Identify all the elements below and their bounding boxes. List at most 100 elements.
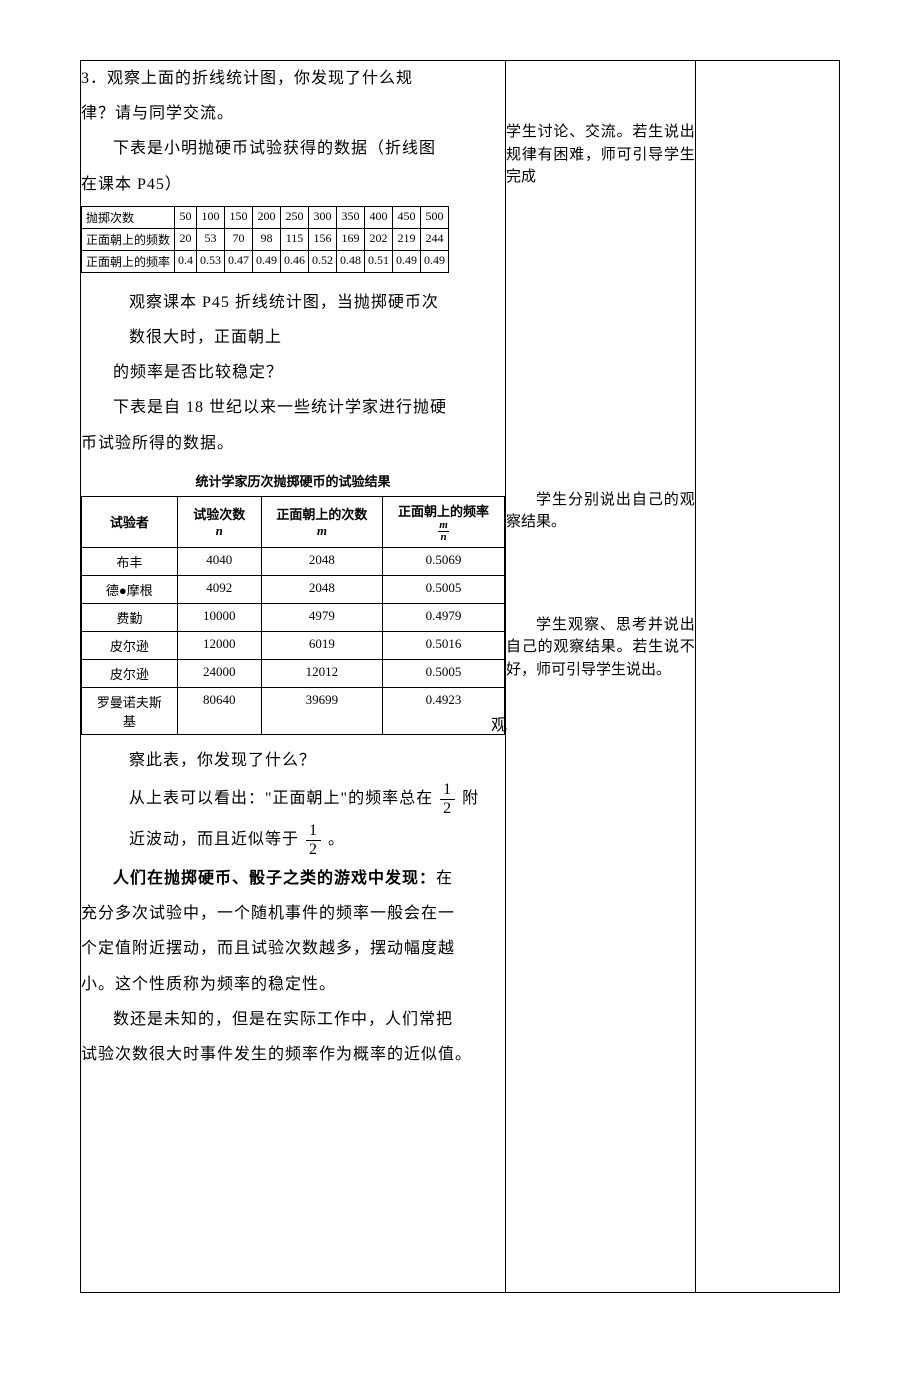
cell: 500 xyxy=(421,206,449,228)
table-row: 费勤 10000 4979 0.4979 xyxy=(82,603,505,631)
table2-caption: 统计学家历次抛掷硬币的试验结果 xyxy=(81,471,505,490)
cell: 219 xyxy=(393,228,421,250)
cell: 70 xyxy=(225,228,253,250)
table-row: 德●摩根 4092 2048 0.5005 xyxy=(82,575,505,603)
table-row: 罗曼诺夫斯基 80640 39699 0.4923 xyxy=(82,687,505,734)
cell: 0.48 xyxy=(337,250,365,272)
cell: 0.51 xyxy=(365,250,393,272)
cell: 0.49 xyxy=(421,250,449,272)
conclusion-2: 近波动，而且近似等于 1 2 。 xyxy=(81,819,505,861)
observation-text: 观察课本 P45 折线统计图，当抛掷硬币次 数很大时，正面朝上 xyxy=(81,285,505,355)
teacher-notes-cell: 学生讨论、交流。若生说出规律有困难，师可引导学生完成 学生分别说出自己的观察结果… xyxy=(506,61,696,1293)
note-2: 学生分别说出自己的观察结果。 xyxy=(506,489,695,534)
table-row: 正面朝上的频数 20 53 70 98 115 156 169 202 219 … xyxy=(82,228,449,250)
obs-question: 察此表，你发现了什么？ xyxy=(81,743,505,778)
p1c: 个定值附近摆动，而且试验次数越多，摆动幅度越 xyxy=(81,931,505,966)
cell: 皮尔逊 xyxy=(82,659,178,687)
p1b: 充分多次试验中，一个随机事件的频率一般会在一 xyxy=(81,896,505,931)
bold-lead-in: 人们在抛掷硬币、骰子之类的游戏中发现： xyxy=(113,870,436,887)
trailing-char-guan: 观 xyxy=(491,711,507,735)
cell: 4092 xyxy=(177,575,261,603)
cell: 0.4979 xyxy=(383,603,505,631)
cell: 80640 xyxy=(177,687,261,734)
cell: 2048 xyxy=(261,547,382,575)
cell: 156 xyxy=(309,228,337,250)
cell: 2048 xyxy=(261,575,382,603)
intro-line1: 下表是小明抛硬币试验获得的数据（折线图 xyxy=(113,140,436,157)
rowhead-throws: 抛掷次数 xyxy=(82,206,175,228)
cell: 0.47 xyxy=(225,250,253,272)
cell: 20 xyxy=(175,228,197,250)
hist-line1: 下表是自 18 世纪以来一些统计学家进行抛硬 xyxy=(113,399,447,416)
cell: 费勤 xyxy=(82,603,178,631)
cell: 169 xyxy=(337,228,365,250)
cell: 100 xyxy=(197,206,225,228)
table-row: 试验者 试验次数 n 正面朝上的次数 m 正面朝上的频率 m n xyxy=(82,496,505,547)
cell: 244 xyxy=(421,228,449,250)
col-header-m: 正面朝上的次数 m xyxy=(261,496,382,547)
cell: 4040 xyxy=(177,547,261,575)
fraction-one-half-icon: 1 2 xyxy=(306,823,321,858)
cell: 115 xyxy=(281,228,309,250)
cell: 450 xyxy=(393,206,421,228)
cell: 布丰 xyxy=(82,547,178,575)
cell: 皮尔逊 xyxy=(82,631,178,659)
page: 3．观察上面的折线统计图，你发现了什么规 律？请与同学交流。 下表是小明抛硬币试… xyxy=(0,0,920,1373)
q3-line1: 3．观察上面的折线统计图，你发现了什么规 xyxy=(81,70,413,87)
statisticians-table: 试验者 试验次数 n 正面朝上的次数 m 正面朝上的频率 m n 布丰 4040… xyxy=(81,496,505,735)
fraction-one-half-icon: 1 2 xyxy=(440,782,455,817)
cell: 98 xyxy=(253,228,281,250)
col-header-freq: 正面朝上的频率 m n xyxy=(383,496,505,547)
cell: 350 xyxy=(337,206,365,228)
table-row: 抛掷次数 50 100 150 200 250 300 350 400 450 … xyxy=(82,206,449,228)
p1d: 小。这个性质称为频率的稳定性。 xyxy=(81,967,505,1002)
cell: 0.5016 xyxy=(383,631,505,659)
table-row: 皮尔逊 12000 6019 0.5016 xyxy=(82,631,505,659)
cell: 53 xyxy=(197,228,225,250)
cell: 39699 xyxy=(261,687,382,734)
rowhead-freqs: 正面朝上的频率 xyxy=(82,250,175,272)
cell: 0.5069 xyxy=(383,547,505,575)
obs-line2: 数很大时，正面朝上 xyxy=(81,320,505,355)
cell: 罗曼诺夫斯基 xyxy=(82,687,178,734)
history-text: 下表是自 18 世纪以来一些统计学家进行抛硬 xyxy=(81,390,505,425)
cell: 10000 xyxy=(177,603,261,631)
cell: 0.4 xyxy=(175,250,197,272)
p2a: 数还是未知的，但是在实际工作中，人们常把 xyxy=(81,1002,505,1037)
main-content-cell: 3．观察上面的折线统计图，你发现了什么规 律？请与同学交流。 下表是小明抛硬币试… xyxy=(81,61,506,1293)
cell: 150 xyxy=(225,206,253,228)
empty-cell xyxy=(695,61,839,1293)
cell: 12012 xyxy=(261,659,382,687)
cell: 0.5005 xyxy=(383,575,505,603)
table-row: 正面朝上的频率 0.4 0.53 0.47 0.49 0.46 0.52 0.4… xyxy=(82,250,449,272)
cell: 德●摩根 xyxy=(82,575,178,603)
cell: 400 xyxy=(365,206,393,228)
note-1: 学生讨论、交流。若生说出规律有困难，师可引导学生完成 xyxy=(506,121,695,189)
col-header-n: 试验次数 n xyxy=(177,496,261,547)
table-row: 布丰 4040 2048 0.5069 xyxy=(82,547,505,575)
cell: 24000 xyxy=(177,659,261,687)
obs-line1: 观察课本 P45 折线统计图，当抛掷硬币次 xyxy=(81,285,505,320)
cell: 0.52 xyxy=(309,250,337,272)
cell: 0.4923 xyxy=(383,687,505,734)
fraction-m-over-n: m n xyxy=(438,520,449,543)
cell: 0.49 xyxy=(253,250,281,272)
paragraph-stability: 人们在抛掷硬币、骰子之类的游戏中发现：在 xyxy=(81,861,505,896)
cell: 4979 xyxy=(261,603,382,631)
note-3: 学生观察、思考并说出自己的观察结果。若生说不好，师可引导学生说出。 xyxy=(506,614,695,682)
table2-wrap: 试验者 试验次数 n 正面朝上的次数 m 正面朝上的频率 m n 布丰 4040… xyxy=(81,496,505,735)
col-header-name: 试验者 xyxy=(82,496,178,547)
intro-line2: 在课本 P45） xyxy=(81,176,182,193)
p2b: 试验次数很大时事件发生的频率作为概率的近似值。 xyxy=(81,1037,505,1072)
obs-line3: 的频率是否比较稳定？ xyxy=(81,355,505,390)
cell: 200 xyxy=(253,206,281,228)
cell: 50 xyxy=(175,206,197,228)
table-row: 皮尔逊 24000 12012 0.5005 xyxy=(82,659,505,687)
bottom-spacer xyxy=(81,1072,505,1292)
intro-text-2: 在课本 P45） xyxy=(81,167,505,202)
cell: 300 xyxy=(309,206,337,228)
cell: 12000 xyxy=(177,631,261,659)
cell: 0.46 xyxy=(281,250,309,272)
intro-text: 下表是小明抛硬币试验获得的数据（折线图 xyxy=(81,131,505,166)
cell: 0.5005 xyxy=(383,659,505,687)
